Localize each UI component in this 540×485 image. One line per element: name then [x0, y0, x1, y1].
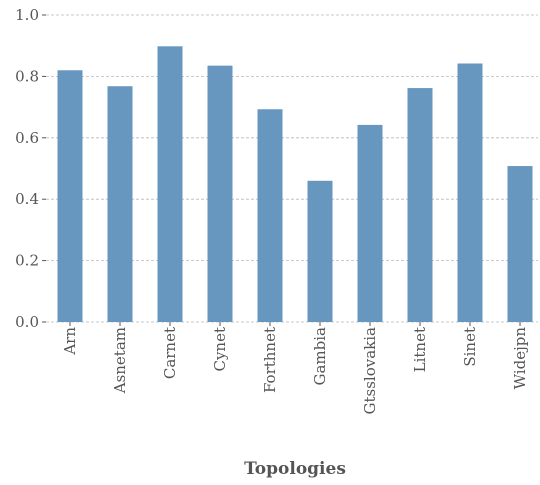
bar [257, 109, 283, 323]
bar [107, 86, 133, 322]
y-tick-label: 0.4 [15, 190, 39, 208]
y-tick-label: 0.0 [15, 313, 39, 331]
x-tick-label: Sinet [461, 327, 479, 367]
x-tick-label: Litnet [411, 327, 429, 372]
x-tick-label: Arn [61, 327, 79, 356]
bar [507, 166, 533, 322]
y-tick-label: 1.0 [15, 6, 39, 24]
y-tick-label: 0.6 [15, 129, 39, 147]
y-tick-label: 0.8 [15, 67, 39, 85]
x-tick-label: Carnet [161, 327, 179, 379]
bars-layer [57, 46, 533, 323]
bar [457, 63, 483, 322]
x-tick-label: Gambia [311, 327, 329, 386]
x-axis: Arn Asnetam Carnet Cynet Forthnet Gambia Gtssl… [61, 322, 529, 414]
bar [307, 180, 333, 322]
x-tick-label: Gtsslovakia [361, 327, 379, 415]
bar [207, 65, 233, 322]
x-tick-label: Cynet [211, 327, 229, 372]
bar [57, 70, 83, 322]
bar [357, 124, 383, 322]
bar [157, 46, 183, 323]
x-tick-label: Asnetam [111, 327, 129, 394]
bar [407, 88, 433, 322]
x-tick-label: Widejpn [511, 327, 529, 390]
y-tick-label: 0.2 [15, 252, 39, 270]
y-axis: 0.0 0.2 0.4 0.6 0.8 1.0 [15, 6, 46, 331]
x-axis-title: Topologies [244, 459, 346, 479]
x-tick-label: Forthnet [261, 327, 279, 393]
